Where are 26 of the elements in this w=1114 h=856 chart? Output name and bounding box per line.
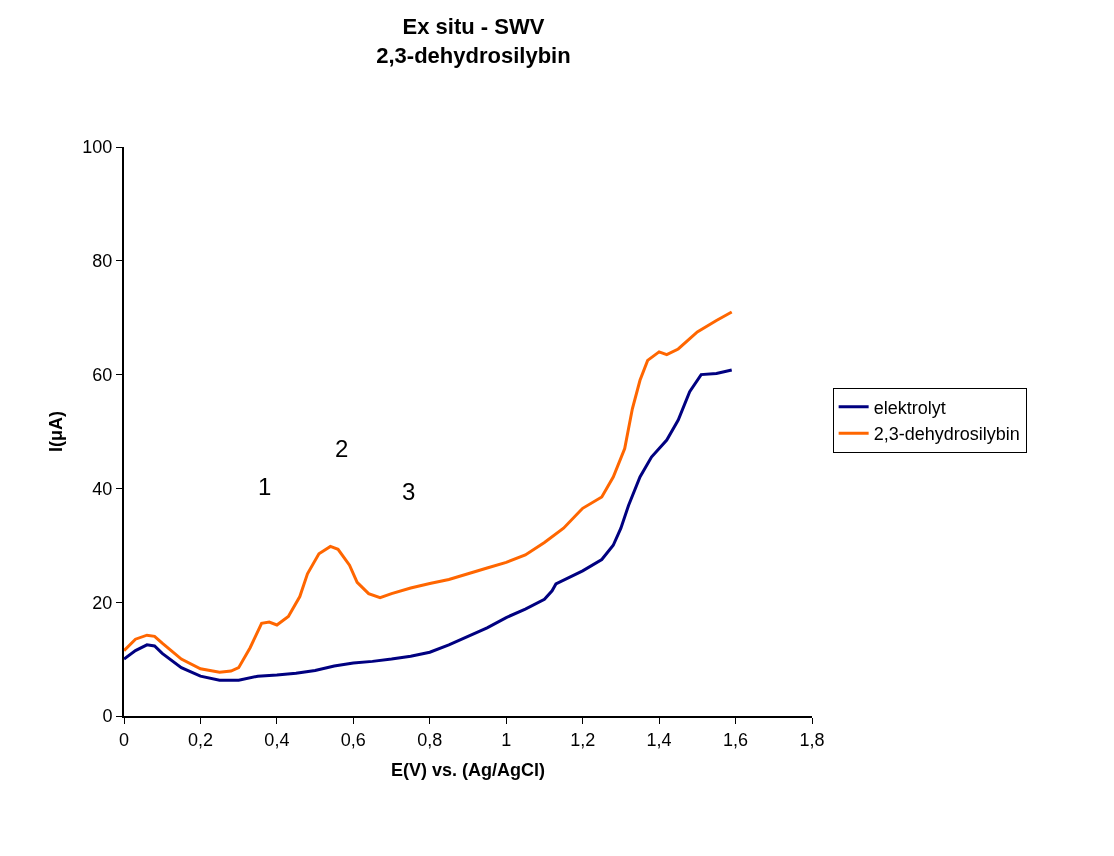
x-tick-label: 0,6 [340,729,366,750]
line-series [124,368,734,682]
y-tick-label: 80 [92,251,113,272]
y-tick-label: 60 [92,364,113,385]
line-series [124,310,734,674]
annotation: 3 [402,478,416,505]
x-tick-label: 1,4 [646,729,672,750]
x-tick-label: 0,2 [187,729,213,750]
y-tick-label: 40 [92,478,113,499]
x-tick-label: 1,8 [799,729,825,750]
y-axis-title: I(μA) [46,410,67,453]
y-tick-label: 100 [82,137,113,158]
x-tick-label: 1,2 [570,729,596,750]
legend-label: elektrolyt [873,397,946,418]
x-axis-title: E(V) vs. (Ag/AgCl) [390,760,546,781]
legend-label: 2,3-dehydrosilybin [873,424,1020,445]
chart-title: Ex situ - SWV 2,3-dehydrosilybin [376,14,571,68]
annotation: 2 [335,435,349,462]
y-tick-label: 20 [92,592,113,613]
x-tick-label: 1 [501,729,512,750]
x-tick-label: 0 [118,729,130,750]
x-tick-label: 0,8 [417,729,443,750]
y-tick-label: 0 [102,706,113,727]
annotation: 1 [258,473,272,500]
x-tick-label: 1,6 [723,729,749,750]
x-tick-label: 0,4 [264,729,290,750]
